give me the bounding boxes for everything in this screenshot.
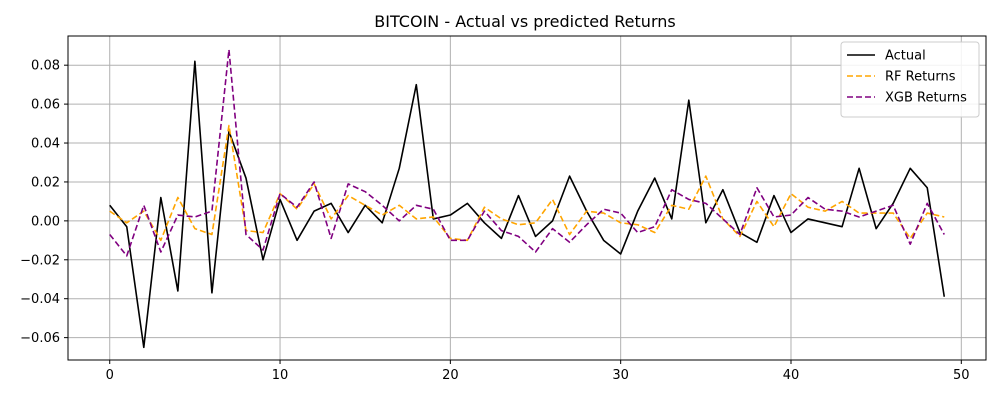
y-tick-label: 0.04 [31,137,60,152]
x-tick-label: 10 [272,368,289,383]
x-tick-label: 40 [783,368,800,383]
chart-title: BITCOIN - Actual vs predicted Returns [374,12,675,31]
legend-label-xgb-returns: XGB Returns [885,91,967,106]
y-axis: −0.06 −0.04 −0.02 0.00 0.02 0.04 0.06 0.08 [20,59,68,346]
series-line-xgb-returns [109,48,945,257]
series-lines [109,48,946,349]
legend: Actual RF Returns XGB Returns [840,41,980,118]
x-tick-label: 0 [106,368,114,383]
x-tick-label: 20 [442,368,459,383]
y-tick-label: −0.02 [20,253,60,268]
y-tick-label: −0.06 [20,331,60,346]
legend-label-rf-returns: RF Returns [885,70,956,85]
y-tick-label: 0.00 [31,214,60,229]
y-tick-label: 0.02 [31,175,60,190]
y-tick-label: −0.04 [20,292,60,307]
legend-label-actual: Actual [885,49,926,64]
y-tick-label: 0.06 [31,98,60,113]
series-line-actual [109,60,946,349]
x-tick-label: 50 [953,368,970,383]
plot-frame [67,35,987,361]
legend-box [840,41,980,118]
x-tick-label: 30 [612,368,629,383]
y-tick-label: 0.08 [31,59,60,74]
x-axis: 0 10 20 30 40 50 [106,360,970,383]
